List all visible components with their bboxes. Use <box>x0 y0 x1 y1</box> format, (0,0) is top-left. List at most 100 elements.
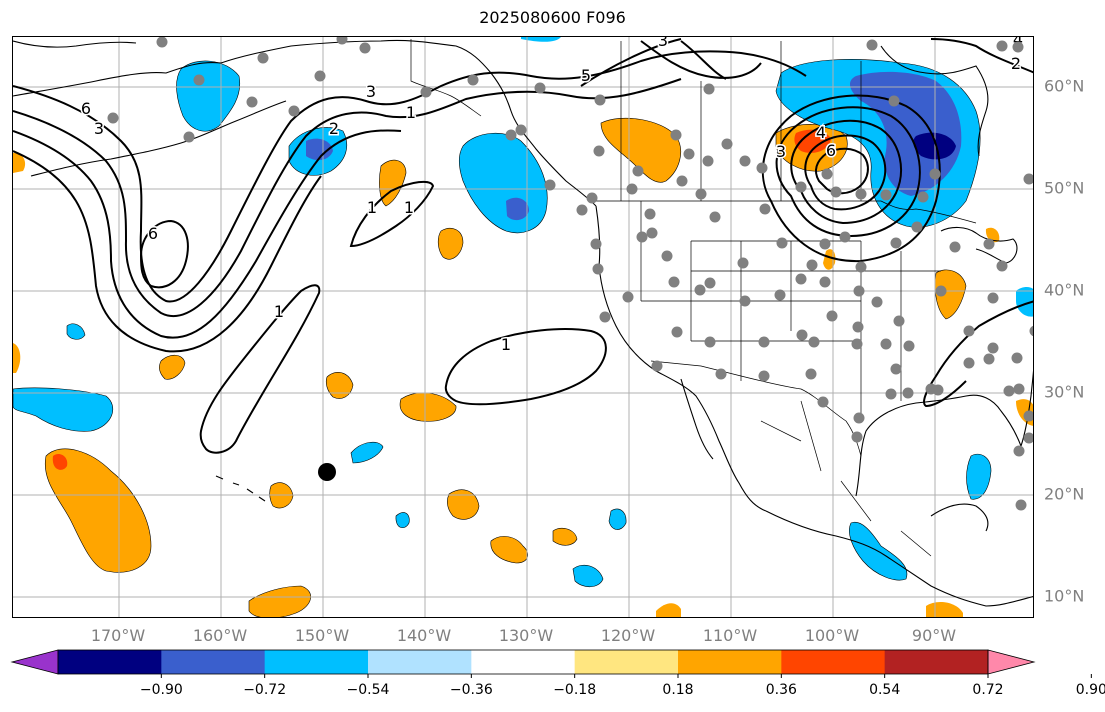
station-dot <box>594 94 606 106</box>
contour-label: 6 <box>81 99 91 118</box>
station-dot <box>671 326 683 338</box>
contour-label: 2 <box>1011 54 1021 73</box>
map-canvas[interactable]: 63211111634332564 <box>13 37 1034 618</box>
station-dot <box>661 250 673 262</box>
canada-provinces <box>620 41 862 201</box>
negative-anomaly-region <box>13 387 114 432</box>
contour-line <box>923 300 1033 408</box>
negative-anomaly-region <box>572 564 604 588</box>
station-dot <box>929 168 941 180</box>
station-dot <box>821 168 833 180</box>
station-dot <box>1023 432 1033 444</box>
positive-anomaly-region <box>656 603 681 617</box>
aleutian-islands <box>30 100 287 177</box>
contour-line <box>13 78 682 318</box>
positive-anomaly-region <box>13 343 21 373</box>
station-dot <box>996 40 1008 52</box>
station-dot <box>805 368 817 380</box>
station-dot <box>949 241 961 253</box>
coastlines <box>13 39 1033 607</box>
station-dot <box>193 74 205 86</box>
longitude-label: 120°W <box>600 626 656 645</box>
contour-line <box>814 147 869 195</box>
positive-anomaly-region <box>823 249 836 270</box>
height-anomaly-contours <box>13 38 1033 454</box>
contour-label: 1 <box>406 103 416 122</box>
colorbar-segment <box>574 650 679 674</box>
colorbar-segment <box>264 650 369 674</box>
negative-anomaly-region <box>176 60 241 132</box>
station-dot <box>819 238 831 250</box>
contour-line <box>13 50 807 303</box>
negative-anomaly-region <box>350 441 384 464</box>
station-dot <box>695 188 707 200</box>
west-coast <box>595 205 767 512</box>
station-dot <box>651 360 663 372</box>
gulf-coast <box>855 394 1022 497</box>
latitude-label: 10°N <box>1044 586 1085 606</box>
station-dot <box>819 276 831 288</box>
negative-anomaly-region <box>458 132 548 234</box>
contour-label: 3 <box>94 119 104 138</box>
station-dot <box>1013 445 1025 457</box>
colorbar-tick-label: −0.72 <box>243 682 287 698</box>
station-dot <box>593 145 605 157</box>
us-canada-border <box>596 200 977 224</box>
graticule <box>13 37 1033 617</box>
colorbar-tick-label: 0.54 <box>869 682 901 698</box>
colorbar-segment <box>471 650 576 674</box>
station-markers <box>107 37 1033 511</box>
positive-anomaly-region <box>447 489 480 520</box>
longitude-label: 130°W <box>498 626 554 645</box>
anomaly-fills <box>13 37 1033 617</box>
contour-label: 4 <box>816 123 826 142</box>
contour-label: 3 <box>366 82 376 101</box>
negative-anomaly-region <box>66 323 86 340</box>
colorbar <box>10 649 1092 678</box>
positive-anomaly-region <box>44 448 152 573</box>
contour-label: 1 <box>501 335 511 354</box>
negative-anomaly-region <box>306 138 333 161</box>
station-dot <box>871 296 883 308</box>
station-dot <box>911 221 923 233</box>
positive-anomaly-region <box>248 585 311 617</box>
station-dot <box>737 257 749 269</box>
station-dot <box>890 363 902 375</box>
alaska-canada-border <box>410 39 482 117</box>
station-dot <box>670 129 682 141</box>
contour-line <box>580 38 727 87</box>
colorbar-extend-min <box>10 649 59 675</box>
station-dot <box>902 387 914 399</box>
map-panel[interactable]: 63211111634332564 <box>12 36 1034 618</box>
mexico-states <box>760 400 932 557</box>
station-dot <box>888 95 900 107</box>
station-dot <box>694 284 706 296</box>
station-dot <box>817 396 829 408</box>
station-dot <box>963 325 975 337</box>
station-dot <box>795 181 807 193</box>
contour-line <box>640 40 762 79</box>
station-dot <box>987 292 999 304</box>
station-dot <box>855 188 867 200</box>
positive-anomaly-region <box>379 159 407 207</box>
hawaii <box>215 475 266 502</box>
station-dot <box>709 211 721 223</box>
station-dot <box>983 353 995 365</box>
map-title: 2025080600 F096 <box>479 8 626 27</box>
contour-label: 3 <box>658 37 668 50</box>
station-dot <box>1023 410 1033 422</box>
colorbar-outline <box>57 649 989 675</box>
contour-line <box>349 180 435 248</box>
contour-line <box>13 129 402 339</box>
station-dot <box>704 336 716 348</box>
station-dot <box>1023 173 1033 185</box>
yucatan <box>930 503 989 532</box>
station-dot <box>676 175 688 187</box>
colorbar-segment <box>884 650 989 674</box>
station-dot <box>851 431 863 443</box>
station-dot <box>1012 41 1024 53</box>
colorbar-segment <box>678 650 782 674</box>
station-dot <box>866 39 878 51</box>
positive-anomaly-region <box>552 527 578 546</box>
longitude-label: 160°W <box>192 626 248 645</box>
